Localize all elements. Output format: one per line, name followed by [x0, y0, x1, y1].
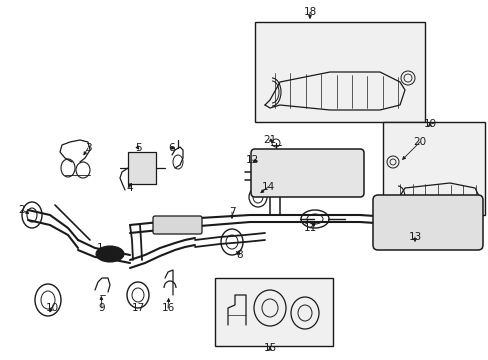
- Text: 3: 3: [84, 143, 91, 153]
- Text: 10: 10: [45, 303, 59, 313]
- FancyBboxPatch shape: [153, 216, 202, 234]
- Text: 21: 21: [263, 135, 276, 145]
- Text: 18: 18: [303, 7, 316, 17]
- Text: 14: 14: [261, 182, 274, 192]
- Text: 6: 6: [168, 143, 175, 153]
- Text: 16: 16: [161, 303, 174, 313]
- Bar: [382, 122, 484, 215]
- Text: 1: 1: [97, 243, 103, 253]
- Text: 12: 12: [245, 155, 258, 165]
- FancyBboxPatch shape: [250, 149, 363, 197]
- Text: 20: 20: [412, 137, 426, 147]
- Text: 4: 4: [126, 183, 133, 193]
- Bar: [215, 278, 332, 346]
- Ellipse shape: [96, 246, 124, 262]
- Text: 9: 9: [99, 303, 105, 313]
- Text: 7: 7: [228, 207, 235, 217]
- Text: 13: 13: [407, 232, 421, 242]
- Text: 2: 2: [19, 205, 25, 215]
- Bar: [254, 22, 424, 122]
- Text: 11: 11: [303, 223, 316, 233]
- Text: 5: 5: [134, 143, 141, 153]
- Text: 8: 8: [236, 250, 243, 260]
- Text: 19: 19: [423, 119, 436, 129]
- Bar: [128, 152, 156, 184]
- FancyBboxPatch shape: [372, 195, 482, 250]
- Text: 15: 15: [263, 343, 276, 353]
- Text: 17: 17: [131, 303, 144, 313]
